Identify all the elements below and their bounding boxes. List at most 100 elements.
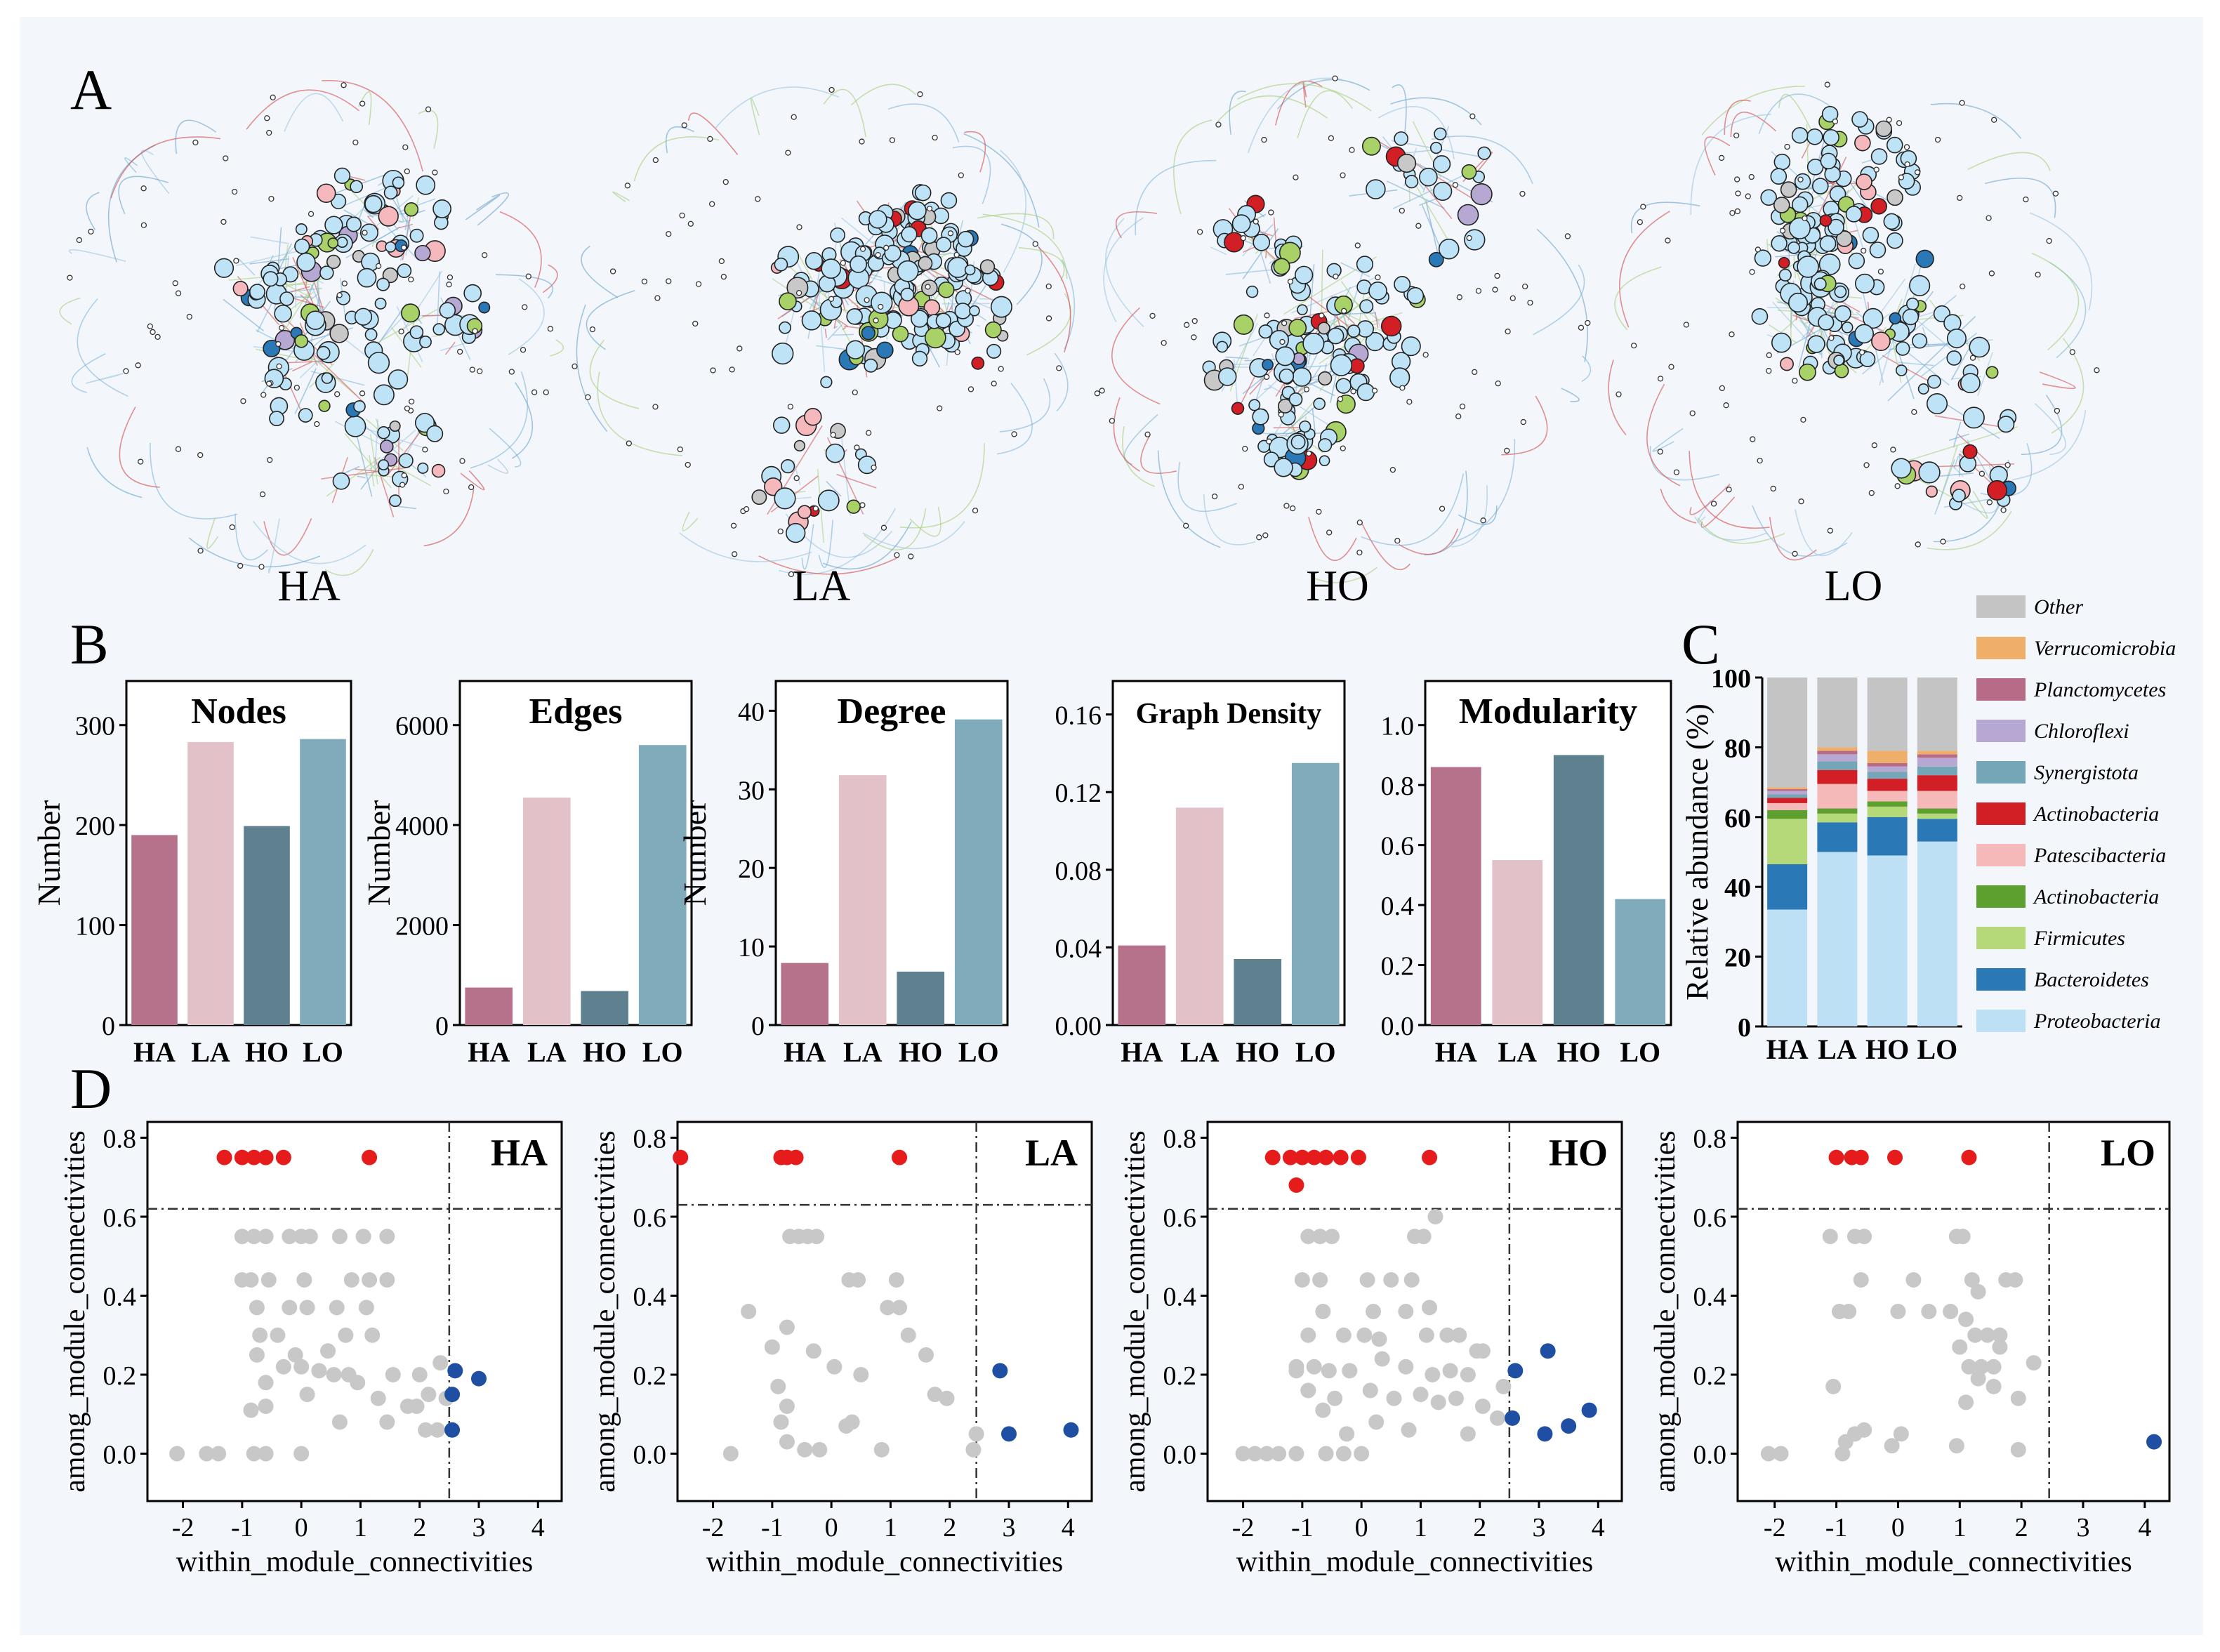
y-tick-label: 0.4 <box>1163 1283 1197 1312</box>
point-peripheral <box>809 1229 825 1245</box>
point-peripheral <box>1856 1422 1872 1438</box>
x-tick-label: LA <box>1180 1036 1220 1068</box>
network-node-small <box>1350 388 1356 395</box>
y-tick-label: 20 <box>1724 944 1751 973</box>
network-node-small <box>1504 447 1510 454</box>
network-node-small <box>352 139 359 146</box>
legend-swatch <box>1976 678 2026 701</box>
network-arc <box>1140 435 1177 474</box>
network-node-small <box>1316 508 1322 515</box>
network-node-small <box>652 157 659 164</box>
network-node-small <box>1406 399 1413 405</box>
point-peripheral <box>1259 1446 1275 1462</box>
network-node <box>1926 392 1948 415</box>
point-peripheral <box>1383 1272 1399 1288</box>
bar-chart-nodes: Nodes 0 100 200 300 Number HA LA HO LO <box>31 680 352 1068</box>
point-peripheral <box>350 1375 366 1391</box>
bar-HO <box>897 971 945 1025</box>
point-connector <box>1961 1149 1977 1165</box>
point-peripheral <box>252 1327 268 1343</box>
x-axis-label: within_module_connectivities <box>176 1546 534 1578</box>
network-node <box>376 277 390 291</box>
network-edge <box>1775 254 1801 258</box>
network-node <box>1946 350 1962 366</box>
network-node <box>817 489 840 512</box>
network-node <box>779 321 792 334</box>
network-arc <box>1690 114 1771 216</box>
point-peripheral <box>880 1300 896 1316</box>
point-peripheral <box>293 1446 310 1462</box>
network-node <box>876 341 894 359</box>
y-tick-label: 0.04 <box>1055 934 1102 963</box>
legend-swatch <box>1976 885 2026 908</box>
x-tick-label: 1 <box>884 1513 897 1542</box>
network-node <box>786 522 806 543</box>
network-edge <box>1912 315 1955 352</box>
network-node-small <box>729 366 735 373</box>
legend-swatch <box>1976 637 2026 659</box>
network-edge <box>843 325 862 329</box>
network-node-small <box>1749 269 1755 275</box>
network-edge <box>1225 356 1249 359</box>
network-edge <box>369 455 375 487</box>
point-peripheral <box>918 1347 934 1363</box>
x-tick-label: LO <box>958 1036 999 1068</box>
network-arc <box>110 136 221 199</box>
network-node-small <box>175 290 182 296</box>
network-edge <box>827 324 843 341</box>
point-peripheral <box>326 1367 342 1382</box>
network-node-small <box>1371 388 1378 394</box>
network-edge <box>1299 405 1333 428</box>
point-peripheral <box>1366 1304 1381 1319</box>
network-node <box>463 284 482 303</box>
network-node-small <box>1631 343 1637 349</box>
network-node <box>1299 420 1311 433</box>
bar-LO <box>638 745 687 1025</box>
network-node <box>1380 315 1402 337</box>
point-peripheral <box>258 1399 274 1414</box>
point-peripheral <box>1312 1229 1328 1245</box>
bar-LA <box>522 797 571 1025</box>
network-node-small <box>585 394 591 400</box>
y-axis-label: Number <box>31 800 67 906</box>
network-arc <box>267 518 280 574</box>
legend-label: Other <box>2034 595 2083 619</box>
network-node-small <box>1283 503 1290 509</box>
point-peripheral <box>1893 1426 1909 1442</box>
y-tick-label: 40 <box>1724 873 1751 903</box>
network-node <box>901 226 918 243</box>
network-arc <box>1930 103 2022 139</box>
point-peripheral <box>282 1229 298 1245</box>
network-node <box>1275 346 1295 366</box>
network-node <box>1428 251 1444 267</box>
network-node-small <box>1898 174 1905 180</box>
network-panel: HA LA HO LO <box>59 75 2100 610</box>
network-node <box>329 324 349 343</box>
network-node <box>333 167 351 184</box>
network-node <box>344 415 366 437</box>
network-node-small <box>720 274 727 280</box>
network-edge <box>1282 403 1319 435</box>
network-arc <box>1581 355 1592 382</box>
x-tick-label: -2 <box>1232 1513 1255 1542</box>
point-connector <box>1853 1149 1869 1165</box>
network-node <box>1848 252 1865 270</box>
y-tick-label: 40 <box>738 697 765 727</box>
network-node-small <box>259 491 266 498</box>
network-node-small <box>422 447 428 453</box>
network-arc <box>1795 509 1853 557</box>
network-edge <box>390 195 409 223</box>
network-node-small <box>1710 501 1717 507</box>
point-module-hub <box>1540 1343 1556 1359</box>
network-node <box>378 206 399 227</box>
network-node <box>327 237 339 249</box>
stack-segment <box>1817 813 1858 823</box>
network-node <box>1818 314 1835 331</box>
point-peripheral <box>1335 1446 1352 1462</box>
network-node-small <box>1238 484 1244 490</box>
point-peripheral <box>1760 1446 1776 1462</box>
point-peripheral <box>282 1300 298 1316</box>
network-node <box>1356 256 1374 273</box>
point-peripheral <box>293 1359 310 1375</box>
